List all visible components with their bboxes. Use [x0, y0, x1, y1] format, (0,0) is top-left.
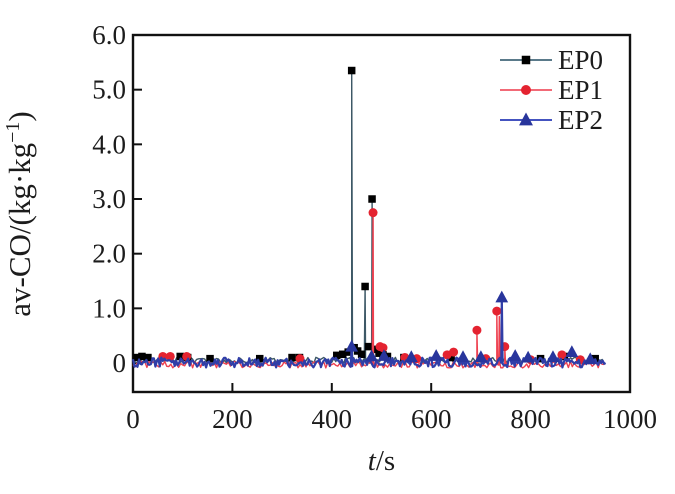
ep0-square-marker	[176, 352, 184, 361]
ep1-circle-marker	[368, 208, 378, 218]
legend-triangle-marker-EP2	[519, 112, 533, 126]
ep2-triangle-marker	[429, 349, 443, 361]
legend-entry-EP2: EP2	[500, 105, 603, 135]
ep0-square-marker	[361, 282, 369, 291]
ep1-circle-marker	[295, 354, 305, 364]
legend-square-marker-EP0	[521, 55, 531, 65]
ep2-triangle-marker	[495, 290, 509, 303]
ep0-square-marker	[447, 353, 455, 362]
ep2-triangle-marker	[521, 350, 535, 363]
series-line-EP0	[132, 69, 605, 364]
ep2-triangle-marker	[456, 350, 470, 362]
x-tick-label: 400	[312, 404, 353, 434]
ep1-circle-marker	[557, 350, 567, 360]
ep1-circle-marker	[165, 351, 175, 361]
y-tick-label: 0	[113, 348, 127, 378]
y-tick-label: 3.0	[92, 184, 126, 214]
ep0-square-marker	[144, 353, 152, 362]
ep2-triangle-marker	[345, 339, 359, 352]
x-tick-label: 1000	[603, 404, 657, 434]
series-EP0	[132, 66, 605, 364]
x-tick-label: 200	[212, 404, 253, 434]
ep0-square-marker	[371, 345, 380, 354]
ep2-triangle-marker	[365, 349, 378, 362]
ep2-triangle-marker	[474, 350, 488, 362]
ep0-square-marker	[138, 352, 146, 361]
legend-label-EP2: EP2	[558, 105, 603, 135]
x-tick-label: 800	[510, 404, 551, 434]
plot-border	[131, 33, 632, 394]
ep1-circle-marker	[472, 325, 482, 335]
x-axis-title: t/s	[368, 445, 395, 477]
y-axis-title: av-CO/(kg·kg−1)	[2, 111, 37, 317]
ep2-triangle-marker	[377, 349, 391, 361]
legend-entry-EP1: EP1	[500, 75, 603, 105]
ep1-circle-marker	[492, 306, 502, 316]
ep2-triangle-marker	[546, 350, 560, 362]
ep0-square-marker	[206, 354, 214, 363]
ep2-triangle-marker	[404, 350, 418, 362]
x-tick-label: 0	[126, 404, 140, 434]
ep0-square-marker	[333, 351, 341, 360]
x-tick-label: 600	[411, 404, 452, 434]
ep0-square-marker	[255, 354, 264, 363]
legend-circle-marker-EP1	[521, 85, 531, 95]
legend-label-EP0: EP0	[558, 45, 603, 75]
ep0-square-marker	[375, 349, 383, 357]
ep0-square-marker	[344, 348, 352, 356]
ep2-triangle-marker	[508, 349, 522, 361]
ep1-circle-marker	[449, 347, 459, 357]
legend-label-EP1: EP1	[558, 75, 603, 105]
ep0-square-marker	[338, 350, 347, 359]
ep2-triangle-marker	[565, 345, 579, 358]
y-tick-label: 6.0	[92, 20, 126, 50]
series-EP2	[131, 290, 607, 369]
ep0-square-marker	[368, 195, 376, 203]
ep0-square-marker	[133, 353, 141, 362]
y-tick-label: 4.0	[92, 129, 126, 159]
y-tick-label: 5.0	[92, 75, 126, 105]
legend-entry-EP0: EP0	[500, 45, 603, 75]
ep0-square-marker	[347, 66, 356, 75]
ep1-circle-marker	[378, 343, 388, 353]
ep2-triangle-marker	[583, 352, 597, 365]
ep0-square-marker	[357, 350, 366, 359]
ep0-square-marker	[288, 353, 296, 362]
y-tick-label: 2.0	[92, 239, 126, 269]
y-tick-label: 1.0	[92, 293, 126, 323]
ep0-square-marker	[364, 342, 373, 351]
